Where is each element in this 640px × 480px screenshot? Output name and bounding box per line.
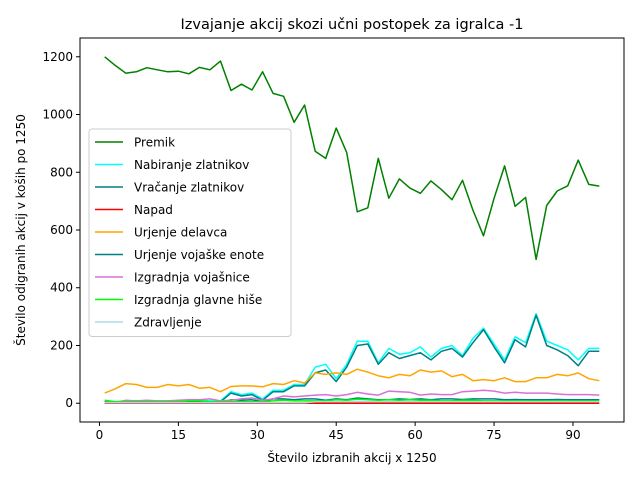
x-axis: 0 15 30 45 60 75 90 bbox=[96, 422, 581, 442]
x-tick-label: 60 bbox=[407, 428, 422, 442]
legend-entry-label: Izgradnja vojašnice bbox=[134, 271, 250, 285]
y-tick-label: 400 bbox=[50, 281, 73, 295]
y-tick-label: 1000 bbox=[42, 108, 73, 122]
legend-entry-label: Izgradnja glavne hiše bbox=[134, 293, 262, 307]
y-tick-label: 800 bbox=[50, 165, 73, 179]
y-tick-label: 1200 bbox=[42, 50, 73, 64]
x-tick-label: 30 bbox=[250, 428, 265, 442]
plot-lines bbox=[104, 56, 600, 404]
x-tick-label: 15 bbox=[171, 428, 186, 442]
legend: Premik Nabiranje zlatnikov Vračanje zlatni… bbox=[88, 128, 292, 337]
legend-entry-label: Premik bbox=[134, 136, 175, 150]
x-tick-label: 0 bbox=[96, 428, 104, 442]
y-tick-label: 200 bbox=[50, 338, 73, 352]
series-line-4 bbox=[104, 368, 600, 394]
series-line-8 bbox=[104, 401, 600, 404]
x-tick-label: 75 bbox=[486, 428, 501, 442]
y-tick-label: 600 bbox=[50, 223, 73, 237]
legend-box bbox=[88, 128, 292, 337]
x-tick-label: 45 bbox=[329, 428, 344, 442]
chart-title: Izvajanje akcij skozi učni postopek za i… bbox=[181, 17, 524, 33]
legend-entry-label: Zdravljenje bbox=[134, 316, 202, 330]
y-axis-label: Število odigranih akcij v koših po 1250 bbox=[13, 114, 28, 346]
x-axis-label: Število izbranih akcij x 1250 bbox=[267, 450, 436, 465]
legend-entry-label: Nabiranje zlatnikov bbox=[134, 158, 249, 172]
legend-entry-label: Napad bbox=[134, 203, 173, 217]
legend-entry-label: Vračanje zlatnikov bbox=[134, 181, 244, 195]
legend-entry-label: Urjenje vojaške enote bbox=[134, 248, 264, 262]
series-line-0 bbox=[104, 56, 600, 261]
y-tick-label: 0 bbox=[65, 396, 73, 410]
legend-entry-label: Urjenje delavca bbox=[134, 226, 227, 240]
y-axis: 0 200 400 600 800 1000 1200 bbox=[42, 50, 80, 410]
x-tick-label: 90 bbox=[565, 428, 580, 442]
series-line-7 bbox=[104, 398, 600, 403]
series-line-6 bbox=[104, 389, 600, 404]
